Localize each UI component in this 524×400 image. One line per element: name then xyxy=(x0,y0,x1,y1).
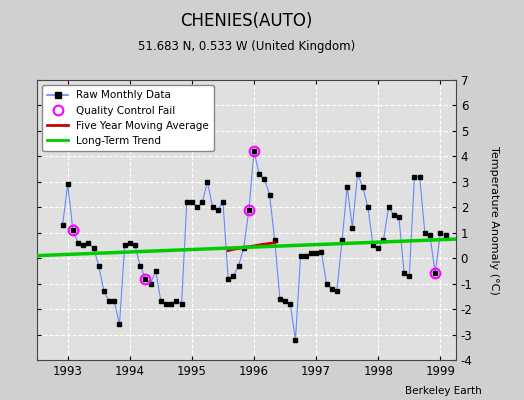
Text: Berkeley Earth: Berkeley Earth xyxy=(406,386,482,396)
Y-axis label: Temperature Anomaly (°C): Temperature Anomaly (°C) xyxy=(489,146,499,294)
Legend: Raw Monthly Data, Quality Control Fail, Five Year Moving Average, Long-Term Tren: Raw Monthly Data, Quality Control Fail, … xyxy=(42,85,214,151)
Text: CHENIES(AUTO): CHENIES(AUTO) xyxy=(180,12,312,30)
Text: 51.683 N, 0.533 W (United Kingdom): 51.683 N, 0.533 W (United Kingdom) xyxy=(138,40,355,53)
